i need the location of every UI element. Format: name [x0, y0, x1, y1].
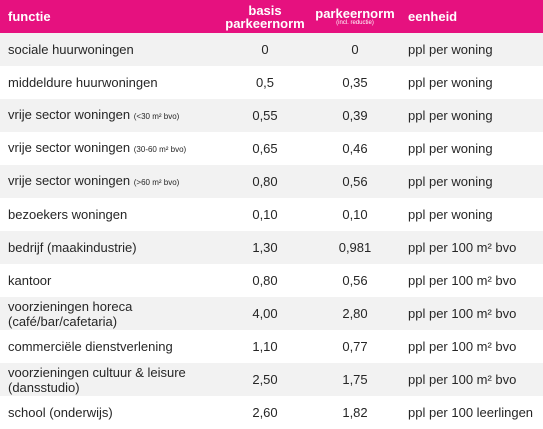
functie-text: (dansstudio) — [8, 379, 80, 395]
norm-cell: 0,56 — [342, 273, 368, 288]
functie-cell: vrije sector woningen (>60 m² bvo) — [8, 165, 232, 198]
functie-text: vrije sector woningen (<30 m² bvo) — [8, 107, 180, 122]
eenheid-cell: ppl per woning — [408, 75, 493, 90]
norm-cell: 0,35 — [342, 75, 368, 90]
header-cell: basis parkeernorm — [225, 0, 304, 33]
eenheid-cell: ppl per woning — [408, 141, 493, 156]
functie-cell: commerciële dienstverlening — [8, 330, 232, 363]
basis-cell: 2,50 — [252, 372, 278, 387]
table-row: sociale huurwoningen 0 0 ppl per woning — [0, 33, 543, 66]
functie-text: bedrijf (maakindustrie) — [8, 240, 137, 255]
functie-note: (>60 m² bvo) — [133, 178, 180, 187]
functie-cell: bedrijf (maakindustrie) — [8, 231, 232, 264]
functie-text: voorzieningen horeca — [8, 298, 133, 314]
functie-cell: school (onderwijs) — [8, 396, 232, 429]
norm-cell: 0,46 — [342, 141, 368, 156]
basis-cell: 0,5 — [255, 75, 275, 90]
table-row: vrije sector woningen (>60 m² bvo) 0,80 0,… — [0, 165, 543, 198]
eenheid-cell: ppl per woning — [408, 174, 493, 189]
table-row: middeldure huurwoningen 0,5 0,35 ppl per wo… — [0, 66, 543, 99]
functie-cell: bezoekers woningen — [8, 198, 232, 231]
functie-text: kantoor — [8, 273, 52, 288]
eenheid-cell: ppl per woning — [408, 108, 493, 123]
functie-cell: voorzieningen horeca (café/bar/cafetaria) — [8, 297, 232, 330]
table-row: vrije sector woningen (30-60 m² bvo) 0,65… — [0, 132, 543, 165]
table-row: voorzieningen horeca (café/bar/cafetaria)… — [0, 297, 543, 330]
functie-note: (<30 m² bvo) — [133, 112, 180, 121]
functie-text: bezoekers woningen — [8, 207, 128, 222]
eenheid-cell: ppl per woning — [408, 207, 493, 222]
functie-text: (café/bar/cafetaria) — [8, 313, 118, 329]
basis-cell: 0,80 — [252, 273, 278, 288]
functie-text: vrije sector woningen (30-60 m² bvo) — [8, 140, 187, 155]
eenheid-cell: ppl per woning — [408, 42, 493, 57]
eenheid-cell: ppl per 100 m² bvo — [408, 339, 517, 354]
table-row: bezoekers woningen 0,10 0,10 ppl per woning — [0, 198, 543, 231]
table-row: bedrijf (maakindustrie) 1,30 0,981 ppl per … — [0, 231, 543, 264]
norm-cell: 0,39 — [342, 108, 368, 123]
functie-text: sociale huurwoningen — [8, 42, 134, 57]
norm-cell: 2,80 — [342, 306, 368, 321]
functie-text: school (onderwijs) — [8, 405, 113, 420]
norm-cell: 0 — [351, 42, 359, 57]
functie-cell: voorzieningen cultuur & leisure (dansstud… — [8, 363, 232, 396]
functie-text: voorzieningen cultuur & leisure — [8, 364, 186, 380]
basis-cell: 1,30 — [252, 240, 278, 255]
basis-cell: 4,00 — [252, 306, 278, 321]
basis-cell: 1,10 — [252, 339, 278, 354]
basis-cell: 0,55 — [252, 108, 278, 123]
table-row: voorzieningen cultuur & leisure (dansstud… — [0, 363, 543, 396]
header-note: (incl. reductie) — [336, 19, 374, 26]
functie-cell: middeldure huurwoningen — [8, 66, 232, 99]
basis-cell: 0 — [261, 42, 269, 57]
header-text: basis — [248, 2, 282, 18]
functie-note: (30-60 m² bvo) — [133, 145, 187, 154]
table-row: school (onderwijs) 2,60 1,82 ppl per 100 le… — [0, 396, 543, 429]
norm-cell: 1,75 — [342, 372, 368, 387]
table-row: commerciële dienstverlening 1,10 0,77 ppl p… — [0, 330, 543, 363]
functie-text: commerciële dienstverlening — [8, 339, 173, 354]
header-row: functie basis parkeernorm parkeernorm (incl.… — [0, 0, 543, 33]
eenheid-cell: ppl per 100 m² bvo — [408, 273, 517, 288]
eenheid-cell: ppl per 100 leerlingen — [408, 405, 534, 420]
header-text: functie — [8, 9, 51, 24]
header-cell: eenheid — [408, 0, 543, 33]
norm-cell: 0,56 — [342, 174, 368, 189]
functie-cell: sociale huurwoningen — [8, 33, 232, 66]
basis-cell: 0,80 — [252, 174, 278, 189]
eenheid-cell: ppl per 100 m² bvo — [408, 306, 517, 321]
norm-cell: 0,77 — [342, 339, 368, 354]
functie-cell: vrije sector woningen (30-60 m² bvo) — [8, 132, 232, 165]
header-text: parkeernorm — [225, 15, 305, 31]
functie-text: vrije sector woningen (>60 m² bvo) — [8, 173, 180, 188]
eenheid-cell: ppl per 100 m² bvo — [408, 240, 517, 255]
table-row: kantoor 0,80 0,56 ppl per 100 m² bvo — [0, 264, 543, 297]
header-cell: parkeernorm (incl. reductie) — [300, 0, 410, 33]
basis-cell: 2,60 — [252, 405, 278, 420]
table-row: vrije sector woningen (<30 m² bvo) 0,55 0,… — [0, 99, 543, 132]
norm-cell: 0,981 — [338, 240, 372, 255]
functie-cell: vrije sector woningen (<30 m² bvo) — [8, 99, 232, 132]
norm-cell: 1,82 — [342, 405, 368, 420]
norm-cell: 0,10 — [342, 207, 368, 222]
header-text: eenheid — [408, 9, 458, 24]
header-cell: functie — [8, 0, 232, 33]
basis-cell: 0,65 — [252, 141, 278, 156]
functie-text: middeldure huurwoningen — [8, 75, 158, 90]
basis-cell: 0,10 — [252, 207, 278, 222]
header-text: parkeernorm — [315, 5, 395, 21]
functie-cell: kantoor — [8, 264, 232, 297]
eenheid-cell: ppl per 100 m² bvo — [408, 372, 517, 387]
